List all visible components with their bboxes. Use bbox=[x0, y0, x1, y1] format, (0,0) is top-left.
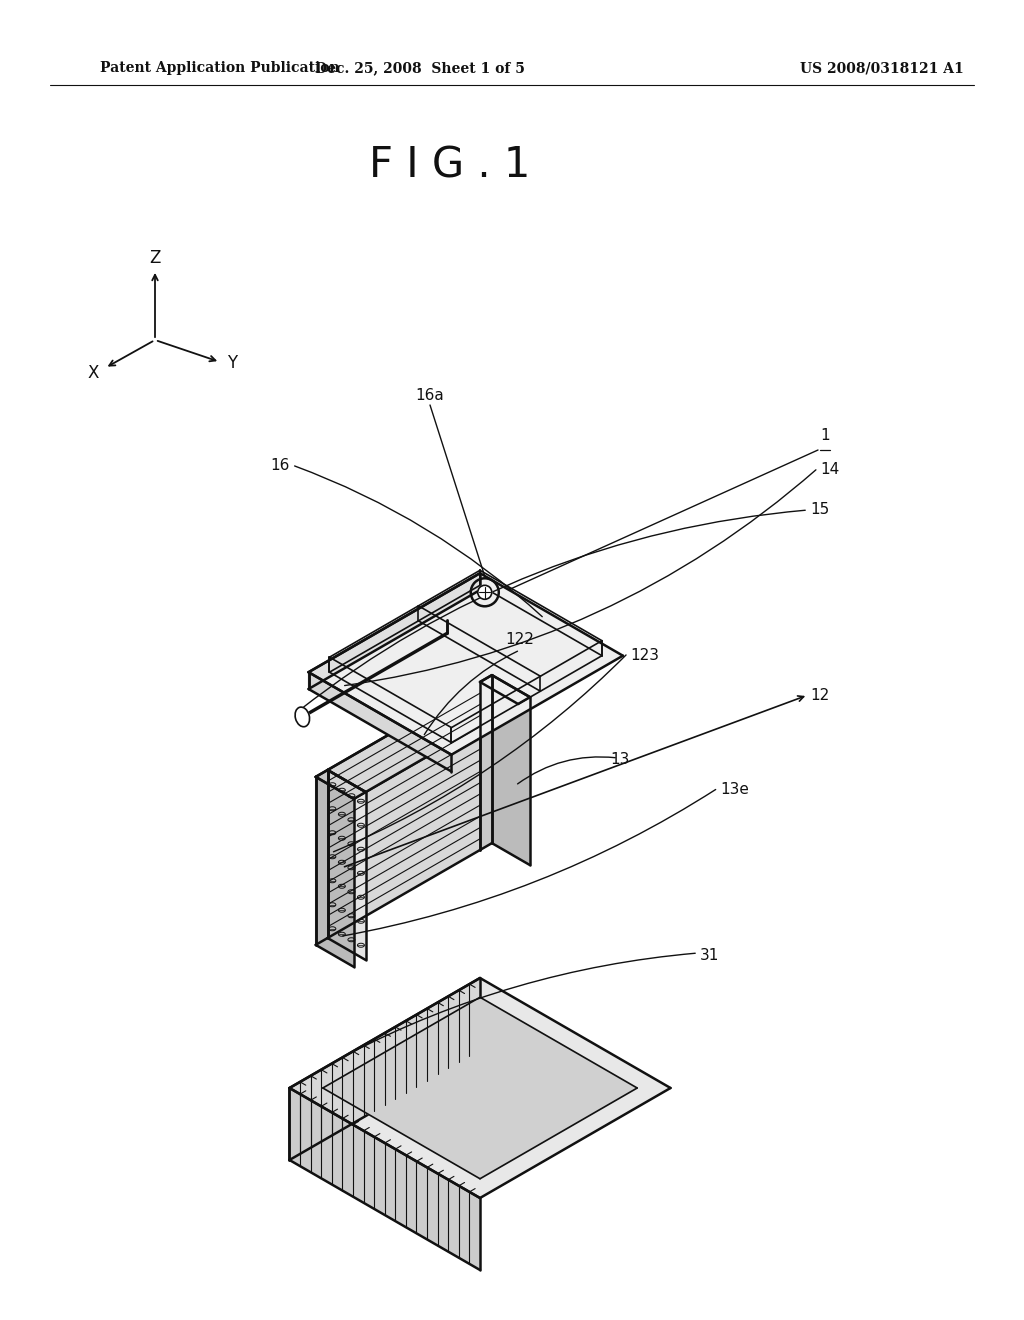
Text: F I G . 1: F I G . 1 bbox=[370, 144, 530, 186]
Text: 14: 14 bbox=[820, 462, 840, 478]
Text: US 2008/0318121 A1: US 2008/0318121 A1 bbox=[800, 61, 964, 75]
Polygon shape bbox=[480, 675, 492, 850]
Polygon shape bbox=[290, 1088, 480, 1270]
Text: 15: 15 bbox=[810, 503, 829, 517]
Text: 16a: 16a bbox=[416, 388, 444, 403]
Polygon shape bbox=[328, 770, 366, 960]
Ellipse shape bbox=[295, 708, 309, 727]
Polygon shape bbox=[308, 573, 480, 689]
Circle shape bbox=[478, 585, 492, 599]
Text: 16: 16 bbox=[270, 458, 290, 473]
Text: Z: Z bbox=[150, 249, 161, 267]
Polygon shape bbox=[328, 682, 518, 792]
Text: 123: 123 bbox=[630, 648, 659, 663]
Text: 13e: 13e bbox=[720, 783, 749, 797]
Text: 1: 1 bbox=[820, 428, 829, 442]
Polygon shape bbox=[308, 573, 623, 755]
Text: 122: 122 bbox=[506, 632, 535, 648]
Text: Dec. 25, 2008  Sheet 1 of 5: Dec. 25, 2008 Sheet 1 of 5 bbox=[315, 61, 525, 75]
Text: Y: Y bbox=[227, 354, 238, 372]
Text: 13: 13 bbox=[610, 752, 630, 767]
Text: 12: 12 bbox=[810, 688, 829, 702]
Polygon shape bbox=[323, 997, 637, 1179]
Polygon shape bbox=[315, 770, 328, 945]
Polygon shape bbox=[328, 682, 480, 939]
Polygon shape bbox=[290, 978, 671, 1199]
Polygon shape bbox=[480, 675, 530, 704]
Text: X: X bbox=[87, 364, 98, 381]
Text: Patent Application Publication: Patent Application Publication bbox=[100, 61, 340, 75]
Text: 31: 31 bbox=[700, 948, 720, 962]
Polygon shape bbox=[315, 777, 353, 966]
Polygon shape bbox=[315, 770, 366, 799]
Polygon shape bbox=[308, 672, 452, 771]
Polygon shape bbox=[290, 978, 480, 1160]
Polygon shape bbox=[492, 675, 530, 865]
